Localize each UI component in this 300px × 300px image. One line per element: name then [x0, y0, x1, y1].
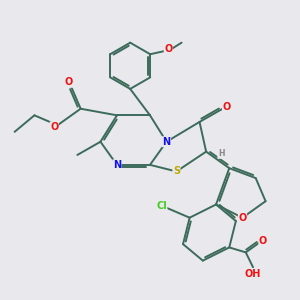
Text: O: O [164, 44, 172, 54]
Text: O: O [65, 77, 73, 87]
Text: O: O [223, 102, 231, 112]
Text: H: H [218, 149, 224, 158]
Text: S: S [173, 167, 180, 176]
Text: O: O [238, 213, 247, 223]
Text: O: O [50, 122, 58, 132]
Text: O: O [259, 236, 267, 246]
Text: N: N [162, 137, 171, 147]
Text: Cl: Cl [156, 201, 167, 211]
Text: N: N [113, 160, 121, 170]
Text: OH: OH [245, 269, 261, 279]
